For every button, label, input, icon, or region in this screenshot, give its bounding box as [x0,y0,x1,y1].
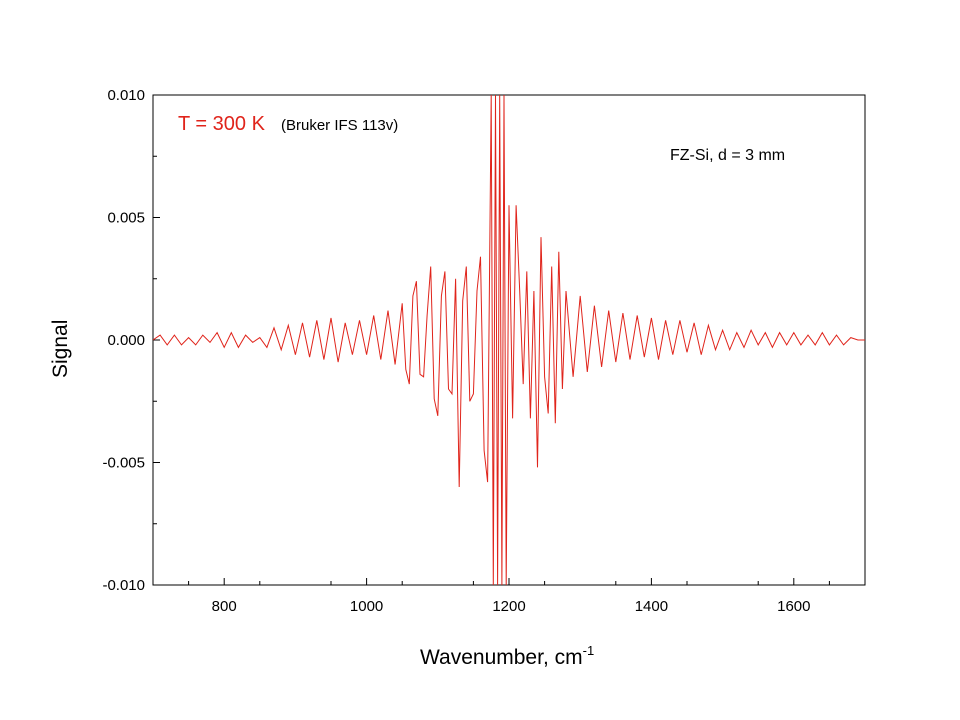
x-tick-label: 1200 [492,598,525,615]
plot-frame [152,94,866,586]
x-tick-label: 1000 [350,598,383,615]
y-tick-label: 0.005 [107,210,145,227]
y-tick-label: 0.000 [107,332,145,349]
y-tick-label: -0.010 [102,577,145,594]
instrument-annotation: (Bruker IFS 113v) [281,117,398,134]
x-axis-title-text: Wavenumber, cm [420,646,583,669]
y-tick-label: -0.005 [102,455,145,472]
x-tick-label: 800 [212,598,237,615]
x-axis-ticks: 800 1000 1200 1400 1600 [188,578,830,615]
x-tick-label: 1400 [635,598,668,615]
y-axis-title: Signal [49,320,72,378]
temperature-annotation: T = 300 K [178,113,266,135]
x-tick-label: 1600 [777,598,810,615]
sample-annotation: FZ-Si, d = 3 mm [670,147,785,164]
x-axis-title: Wavenumber, cm-1 [420,643,594,669]
signal-series-line [153,95,865,585]
y-tick-label: 0.010 [107,87,145,104]
y-axis-ticks: 0.010 0.005 0.000 -0.005 -0.010 [102,87,160,594]
x-axis-title-superscript: -1 [583,643,595,658]
